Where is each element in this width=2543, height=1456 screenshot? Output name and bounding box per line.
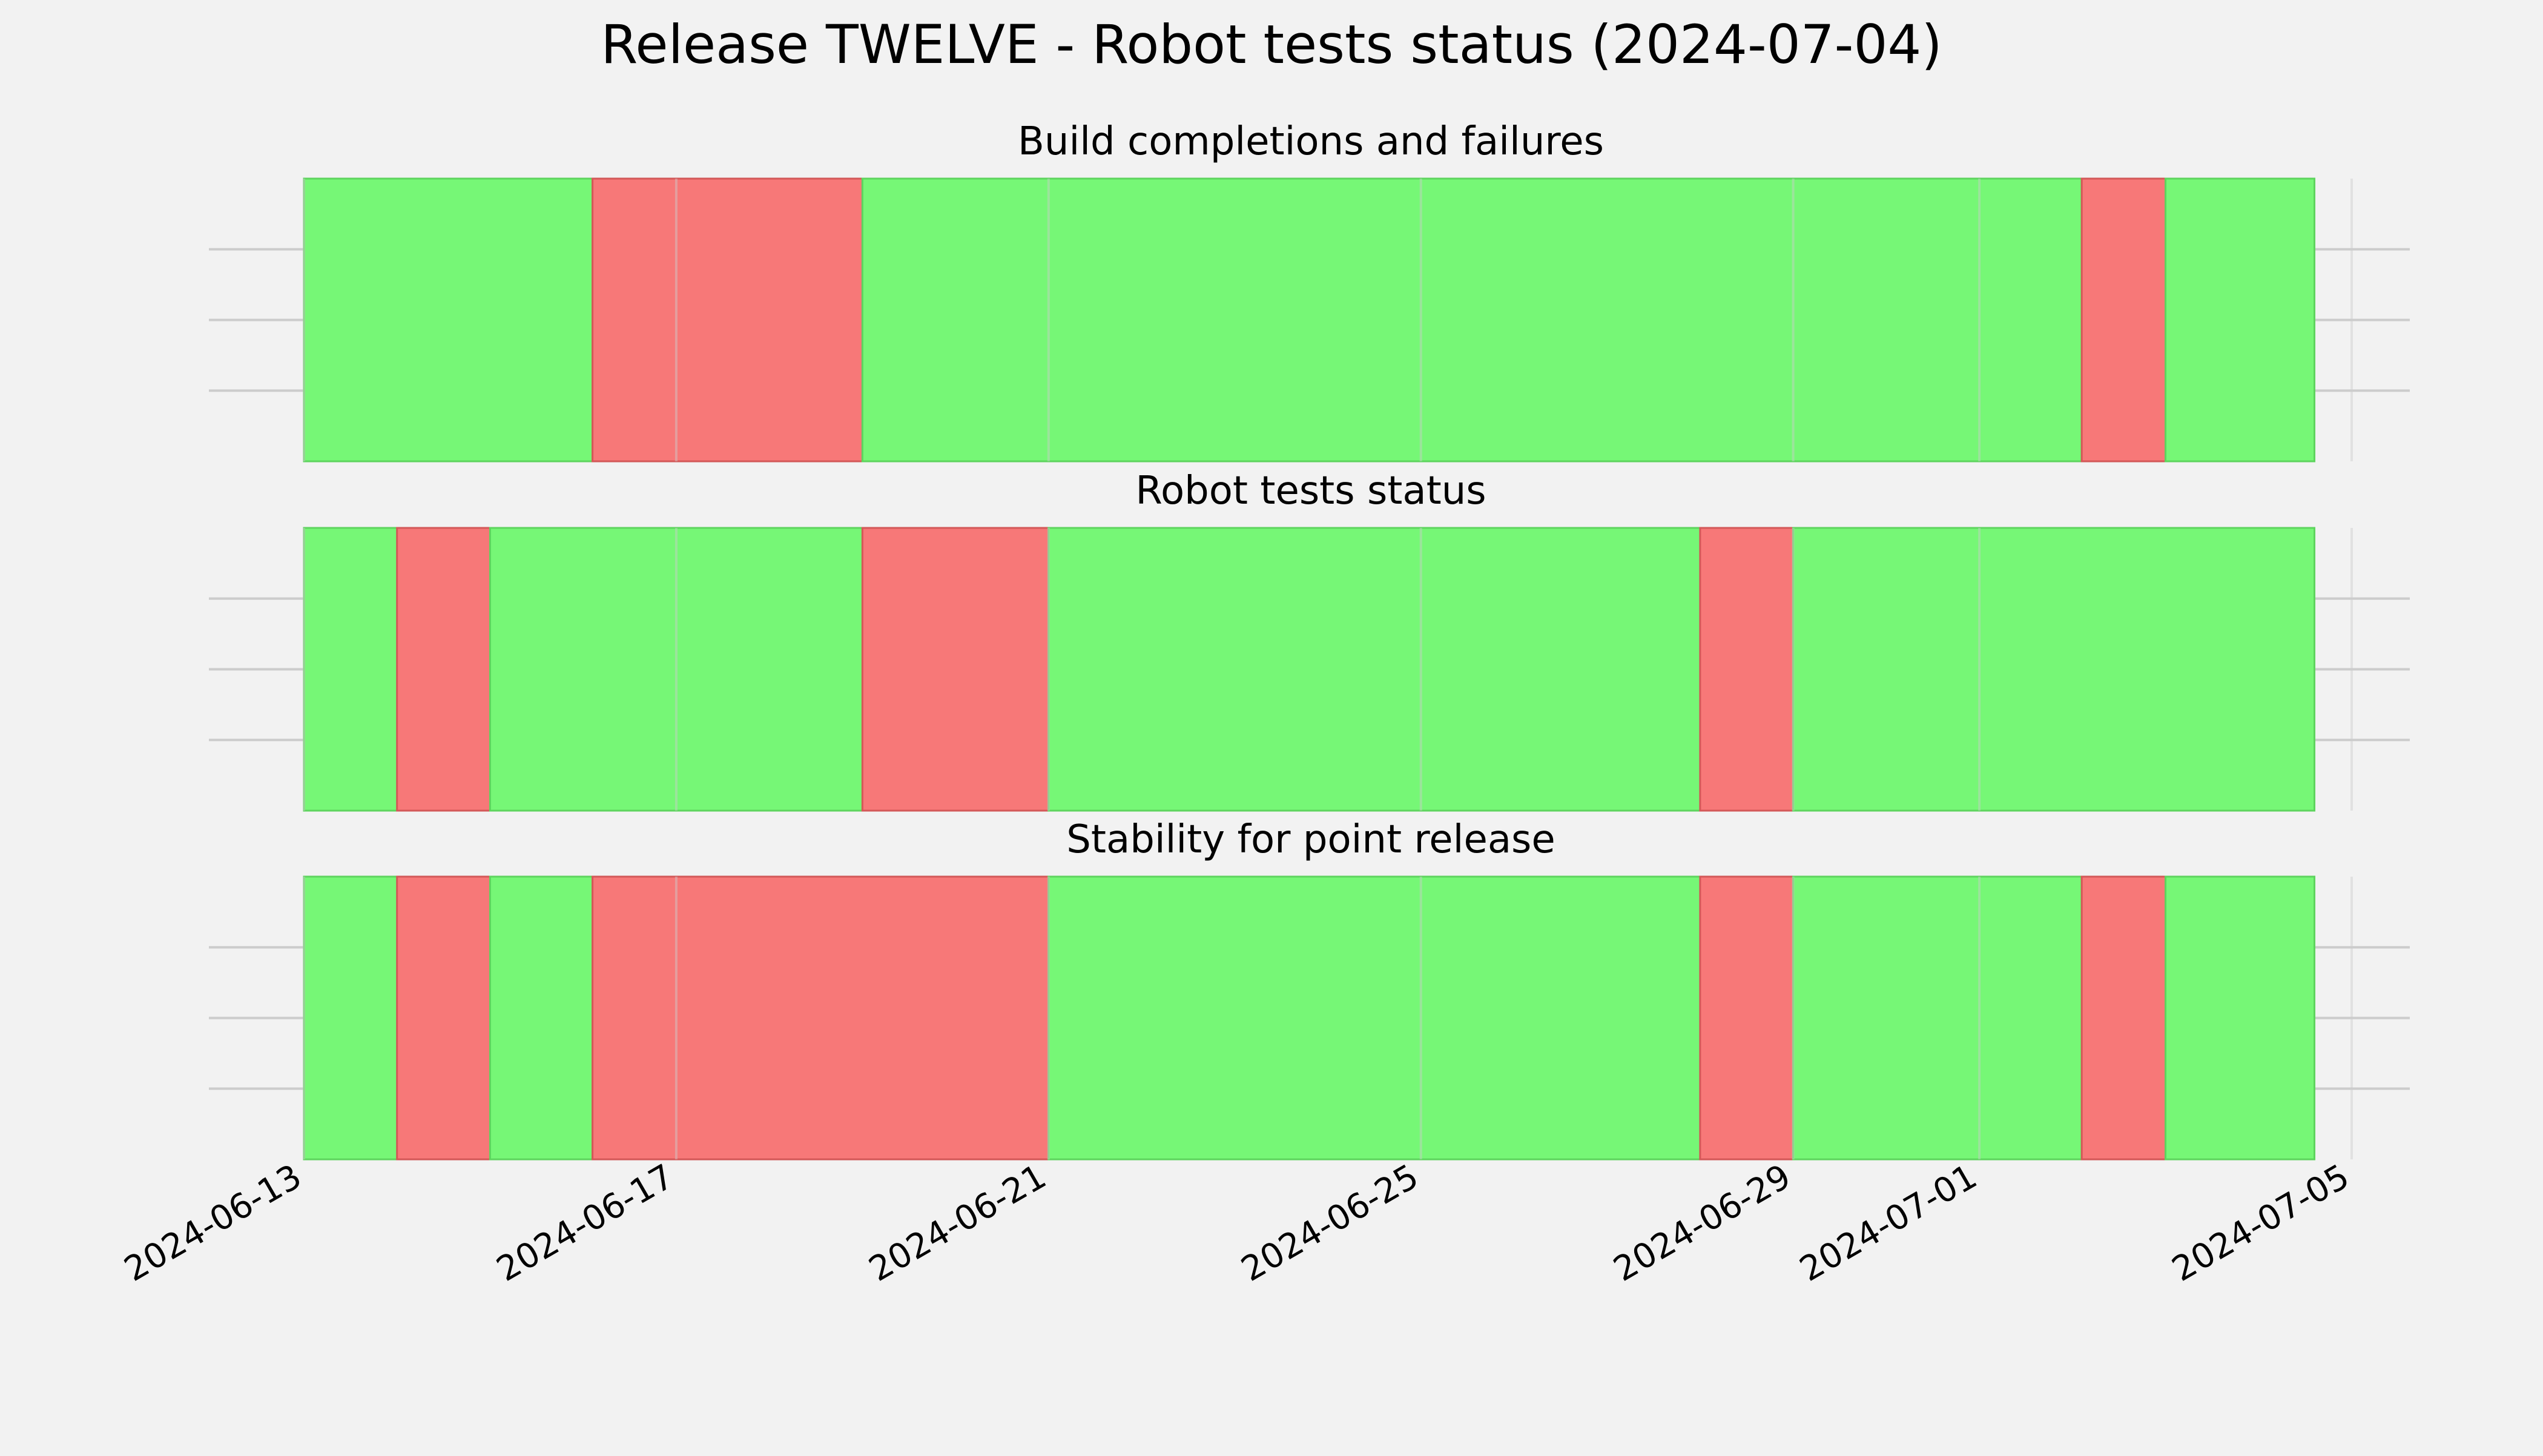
status-segment-pass: [489, 527, 863, 812]
status-segment-fail: [1699, 527, 1795, 812]
status-segment-fail: [1699, 875, 1795, 1161]
chart-title: Release TWELVE - Robot tests status (202…: [601, 13, 1942, 76]
status-segment-fail: [861, 527, 1050, 812]
status-segment-fail: [396, 875, 491, 1161]
status-segment-pass: [1792, 527, 2316, 812]
panel-2: Robot tests status: [209, 469, 2410, 812]
panel-title: Build completions and failures: [1018, 119, 1604, 164]
status-segment-pass: [303, 177, 594, 463]
status-segment-pass: [2165, 177, 2316, 463]
status-segment-pass: [303, 527, 398, 812]
panel-title: Robot tests status: [1135, 469, 1486, 513]
status-segment-pass: [1047, 527, 1701, 812]
panel-title: Stability for point release: [1066, 817, 1555, 862]
status-segment-pass: [1792, 875, 2083, 1161]
status-segment-pass: [303, 875, 398, 1161]
status-segment-pass: [2165, 875, 2316, 1161]
status-segment-fail: [592, 177, 863, 463]
status-segment-fail: [396, 527, 491, 812]
status-segment-pass: [1047, 875, 1701, 1161]
chart-panels: Build completions and failures Robot test…: [209, 119, 2410, 1161]
panel-1: Build completions and failures: [209, 119, 2410, 463]
status-segment-pass: [489, 875, 594, 1161]
panel-3: Stability for point release: [209, 817, 2410, 1161]
status-segment-fail: [2080, 177, 2167, 463]
status-segment-fail: [592, 875, 1050, 1161]
status-segment-fail: [2080, 875, 2167, 1161]
status-segment-pass: [861, 177, 2083, 463]
